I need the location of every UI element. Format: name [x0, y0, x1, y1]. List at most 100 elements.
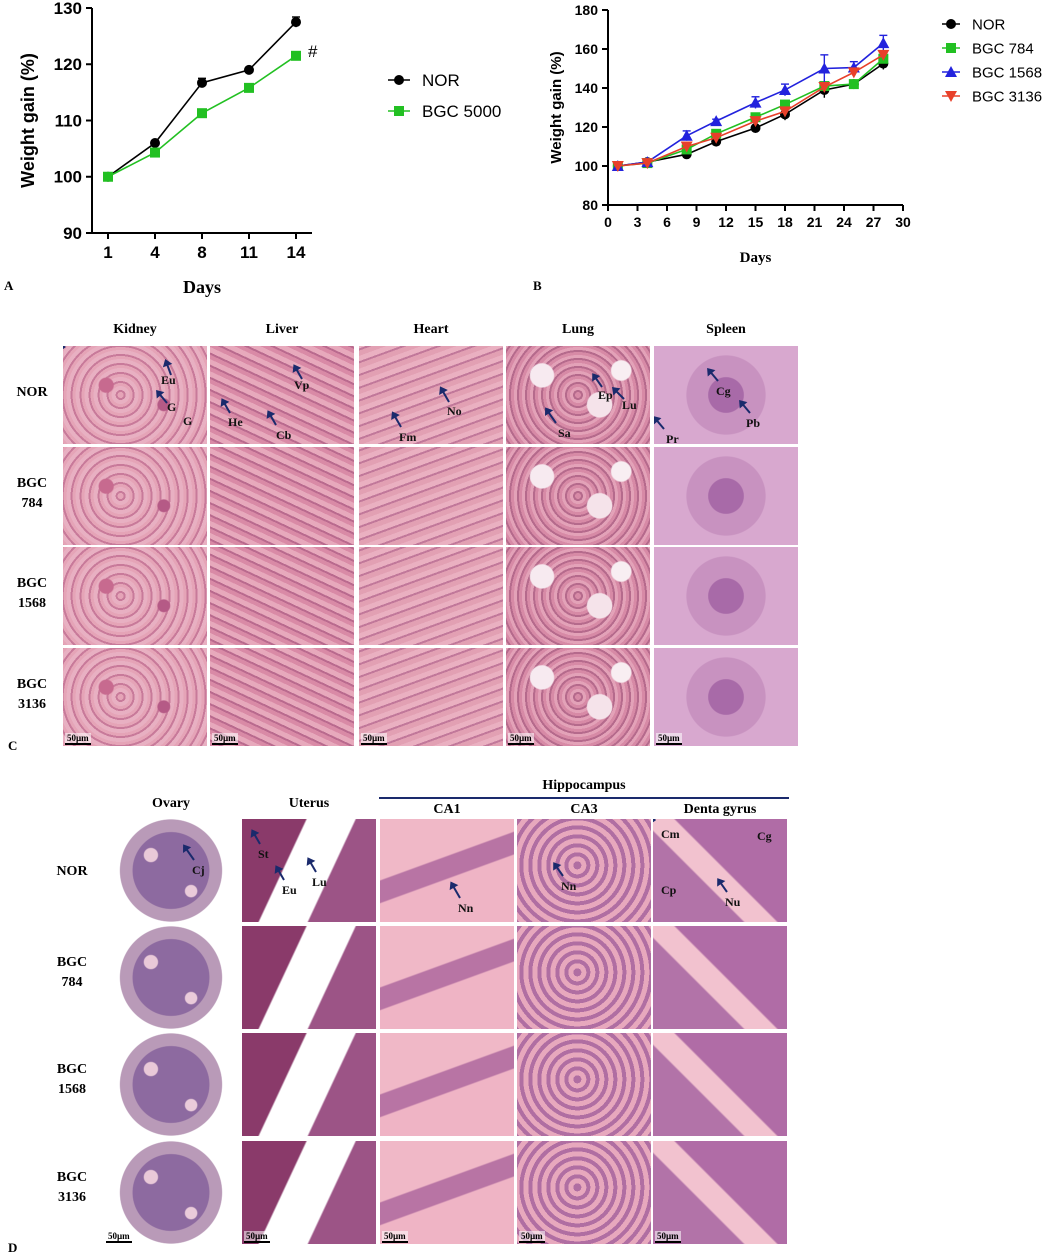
- chart-B-point: [877, 37, 890, 49]
- scale-bar: 50µm: [655, 1231, 681, 1243]
- scale-bar: 50µm: [656, 733, 682, 745]
- annotation-label: St: [258, 847, 269, 861]
- annotation-label: G: [167, 400, 177, 414]
- chart-A-point: [197, 108, 207, 119]
- annotation-arrow: [718, 879, 728, 893]
- micrograph-liver-row4: 50µm: [209, 647, 355, 747]
- chart-B-ytick-label: 160: [575, 41, 599, 57]
- micrograph-ca1-row1: Nn: [379, 818, 515, 923]
- annotation-label: Nn: [561, 879, 577, 893]
- micrograph-ovary-row2: [103, 925, 239, 1030]
- micrograph-spleen-row1: Cg Pb Pr: [653, 345, 799, 445]
- chart-B-point: [680, 129, 693, 141]
- row-header: NOR: [16, 385, 48, 400]
- chart-B-point: [749, 96, 762, 108]
- column-header: Kidney: [113, 322, 157, 337]
- scale-bar: 50µm: [244, 1231, 270, 1243]
- chart-A-xtick-label: 11: [240, 243, 258, 262]
- micrograph-ca3-row3: [516, 1032, 652, 1137]
- micrograph-liver-row1: Vp He Cb: [209, 345, 355, 445]
- annotation-arrow: [268, 412, 277, 426]
- annotation-label: Pr: [666, 432, 679, 445]
- column-header: Liver: [265, 322, 299, 337]
- chart-B-xtick-label: 18: [777, 214, 793, 230]
- annotation-arrow: [554, 863, 564, 877]
- scale-bar: 50µm: [106, 1231, 132, 1243]
- chart-B-point: [680, 141, 693, 153]
- panel-label-c: C: [8, 738, 18, 753]
- annotation-arrow: [593, 374, 603, 388]
- chart-B-legend-label: BGC 1568: [972, 64, 1042, 81]
- column-header: Ovary: [151, 796, 191, 811]
- annotation-label: Cp: [661, 883, 677, 897]
- micrograph-spleen-row3: [653, 546, 799, 646]
- chart-B-legend-marker: [945, 66, 957, 77]
- row-header: BGC 784: [16, 476, 48, 511]
- annotation-arrow: [276, 867, 285, 881]
- annotation-arrow: [654, 417, 665, 430]
- chart-B-point: [641, 158, 654, 170]
- chart-B-xtick-label: 3: [634, 214, 642, 230]
- chart-B-point: [710, 115, 723, 127]
- chart-B-xlabel: Days: [740, 250, 772, 266]
- row-header: NOR: [56, 864, 88, 879]
- micrograph-lung-row1: Ep Lu Sa: [505, 345, 651, 445]
- chart-B-xtick-label: 12: [718, 214, 734, 230]
- micrograph-lung-row4: 50µm: [505, 647, 651, 747]
- chart-A-point: [150, 138, 160, 148]
- chart-B-point: [818, 82, 831, 94]
- chart-B-point: [779, 106, 791, 118]
- annotation-label: No: [447, 404, 462, 418]
- chart-B-legend-label: BGC 3136: [972, 88, 1042, 105]
- chart-A-point: [150, 147, 160, 158]
- micrograph-ovary-row1: Cj: [103, 818, 239, 923]
- chart-A-point: [103, 171, 113, 182]
- chart-A-xtick-label: 1: [103, 243, 112, 262]
- chart-B-legend-label: BGC 784: [972, 40, 1034, 57]
- chart-B-ylabel: Weight gain (%): [548, 51, 565, 163]
- annotation-arrow: [392, 413, 402, 428]
- annotation-label: Cg: [716, 384, 731, 398]
- chart-B-point: [877, 49, 890, 61]
- chart-A-point: [291, 17, 301, 28]
- micrograph-heart-row2: [358, 446, 504, 546]
- micrograph-kidney-row3: [62, 546, 208, 646]
- annotation-label: Cm: [661, 827, 680, 841]
- column-header: CA1: [433, 802, 461, 817]
- annotation-label: Eu: [161, 373, 176, 387]
- micrograph-ovary-row3: [103, 1032, 239, 1137]
- hippocampus-divider-line: [379, 797, 789, 799]
- micrograph-ca3-row1: Nn: [516, 818, 652, 923]
- chart-B-series-line: [617, 42, 884, 167]
- micrograph-heart-row4: 50µm: [358, 647, 504, 747]
- annotation-label: G: [183, 414, 193, 428]
- chart-B-point: [847, 67, 860, 79]
- chart-B-ytick-label: 80: [582, 197, 598, 213]
- chart-A-ytick-label: 110: [55, 111, 82, 130]
- chart-A-xtick-label: 8: [197, 243, 206, 262]
- micrograph-kidney-row2: [62, 446, 208, 546]
- chart-B-legend-marker: [946, 19, 956, 29]
- chart-B-legend-label: NOR: [972, 16, 1006, 33]
- panel-label-d: D: [8, 1240, 18, 1255]
- micrograph-kidney-row1: Eu G G: [62, 345, 208, 445]
- panel-label-b: B: [533, 278, 542, 293]
- annotation-label: Sa: [558, 426, 571, 440]
- row-header: BGC 1568: [56, 1062, 88, 1097]
- chart-B-point: [750, 122, 761, 133]
- annotation-arrow: [546, 409, 557, 424]
- annotation-arrow: [451, 883, 461, 899]
- micrograph-ovary-row4: 50µm: [103, 1140, 239, 1245]
- chart-A-ytick-label: 130: [54, 0, 82, 18]
- micrograph-uterus-row3: [241, 1032, 377, 1137]
- micrograph-spleen-row2: [653, 446, 799, 546]
- annotation-arrow: [308, 859, 317, 873]
- annotation-label: Lu: [622, 398, 637, 412]
- row-header: BGC 3136: [16, 677, 48, 712]
- chart-A-series-line: [107, 21, 297, 178]
- chart-A-legend-marker: [394, 75, 404, 85]
- annotation-arrow: [740, 401, 751, 414]
- chart-A-point: [291, 50, 301, 61]
- chart-A-xlabel: Days: [183, 277, 221, 297]
